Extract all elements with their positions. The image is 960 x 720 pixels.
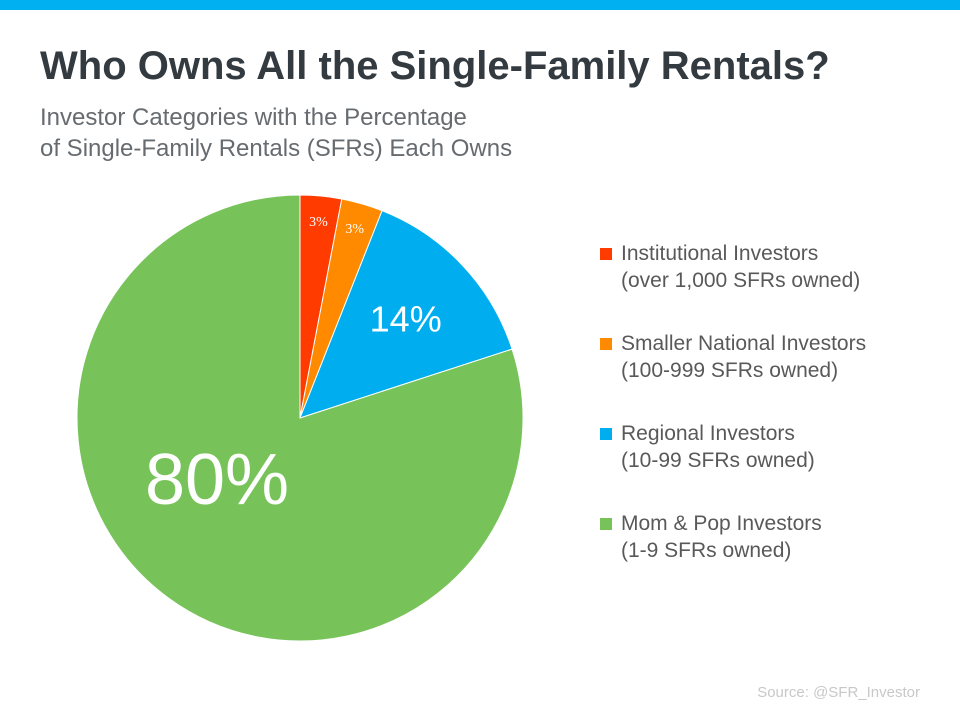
- page-title: Who Owns All the Single-Family Rentals?: [40, 44, 830, 88]
- data-label-smaller-national: 3%: [345, 222, 364, 237]
- data-label-regional: 14%: [370, 298, 442, 339]
- data-label-mom-and-pop: 80%: [145, 440, 289, 520]
- chart-legend: Institutional Investors (over 1,000 SFRs…: [600, 240, 940, 600]
- subtitle-line-1: Investor Categories with the Percentage: [40, 104, 467, 131]
- legend-swatch-institutional: [600, 248, 612, 260]
- legend-item-mom-and-pop: Mom & Pop Investors (1-9 SFRs owned): [600, 510, 940, 600]
- page-subtitle: Investor Categories with the Percentage …: [40, 102, 512, 164]
- legend-sublabel-mom-and-pop: (1-9 SFRs owned): [621, 539, 792, 562]
- legend-item-regional: Regional Investors (10-99 SFRs owned): [600, 420, 940, 510]
- source-credit: Source: @SFR_Investor: [757, 684, 920, 701]
- legend-item-smaller-national: Smaller National Investors (100-999 SFRs…: [600, 330, 940, 420]
- legend-label-smaller-national: Smaller National Investors: [621, 332, 867, 355]
- legend-sublabel-regional: (10-99 SFRs owned): [621, 449, 815, 472]
- pie-slices: [76, 194, 524, 642]
- subtitle-line-2: of Single-Family Rentals (SFRs) Each Own…: [40, 135, 513, 162]
- legend-swatch-regional: [600, 428, 612, 440]
- slice-mom-and-pop: [76, 194, 524, 642]
- legend-swatch-mom-and-pop: [600, 518, 612, 530]
- legend-sublabel-institutional: (over 1,000 SFRs owned): [621, 269, 861, 292]
- top-accent-bar: [0, 0, 960, 10]
- legend-sublabel-smaller-national: (100-999 SFRs owned): [621, 359, 839, 382]
- legend-label-regional: Regional Investors: [621, 422, 795, 445]
- legend-label-mom-and-pop: Mom & Pop Investors: [621, 512, 822, 535]
- legend-swatch-smaller-national: [600, 338, 612, 350]
- legend-label-institutional: Institutional Investors: [621, 242, 819, 265]
- data-label-institutional: 3%: [309, 215, 328, 230]
- pie-data-labels: 3% 3% 14% 80%: [145, 215, 442, 520]
- legend-item-institutional: Institutional Investors (over 1,000 SFRs…: [600, 240, 940, 330]
